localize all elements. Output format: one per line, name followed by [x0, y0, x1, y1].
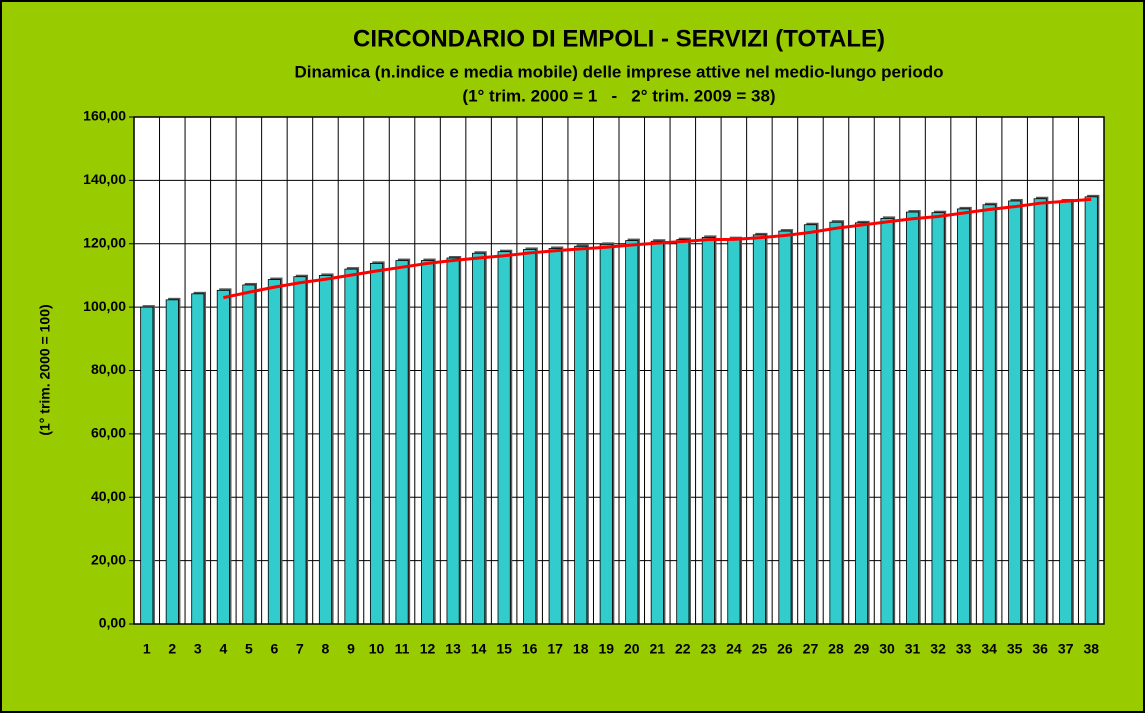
x-tick-label: 20	[624, 641, 640, 657]
bar	[1033, 198, 1047, 625]
x-tick-label: 33	[956, 641, 972, 657]
y-tick-label: 80,00	[91, 361, 126, 377]
x-tick-label: 7	[296, 641, 304, 657]
x-tick-label: 10	[369, 641, 385, 657]
x-tick-label: 19	[598, 641, 614, 657]
x-tick-label: 30	[879, 641, 895, 657]
x-tick-label: 26	[777, 641, 793, 657]
x-tick-label: 14	[471, 641, 487, 657]
bar	[548, 248, 562, 625]
bar	[1059, 200, 1073, 625]
chart-subtitle: Dinamica (n.indice e media mobile) delle…	[295, 62, 944, 81]
x-tick-label: 36	[1032, 641, 1048, 657]
x-tick-label: 23	[701, 641, 717, 657]
bar	[778, 230, 792, 625]
x-tick-label: 3	[194, 641, 202, 657]
x-tick-label: 18	[573, 641, 589, 657]
bar	[369, 262, 384, 625]
bar	[497, 251, 511, 625]
bar	[957, 208, 971, 625]
bar	[854, 222, 869, 625]
bar	[421, 260, 435, 625]
x-tick-label: 37	[1058, 641, 1074, 657]
bar	[344, 268, 358, 625]
bar	[293, 276, 307, 625]
y-tick-label: 20,00	[91, 551, 126, 567]
x-tick-label: 15	[496, 641, 512, 657]
x-tick-label: 9	[347, 641, 355, 657]
x-tick-label: 8	[322, 641, 330, 657]
x-tick-label: 6	[270, 641, 278, 657]
bar	[1084, 196, 1098, 625]
moving-average-line	[223, 197, 1092, 300]
bar	[472, 252, 486, 625]
x-tick-label: 17	[547, 641, 563, 657]
x-tick-label: 38	[1083, 641, 1099, 657]
bar	[242, 284, 256, 625]
x-tick-label: 5	[245, 641, 253, 657]
bar	[599, 243, 613, 625]
bar	[1008, 200, 1022, 625]
x-tick-label: 21	[650, 641, 666, 657]
x-tick-label: 13	[445, 641, 461, 657]
x-tick-label: 12	[420, 641, 436, 657]
bar	[906, 211, 920, 625]
x-tick-label: 11	[395, 641, 410, 657]
x-tick-label: 24	[726, 641, 742, 657]
x-tick-label: 34	[981, 641, 997, 657]
plot-border	[133, 116, 1105, 625]
x-tick-label: 4	[219, 641, 227, 657]
bar	[752, 234, 766, 625]
x-tick-label: 25	[752, 641, 768, 657]
bar	[650, 240, 664, 625]
x-tick-label: 1	[143, 641, 151, 657]
bar	[701, 237, 715, 625]
bar	[523, 249, 537, 625]
bar	[165, 299, 179, 625]
bar	[140, 306, 154, 625]
bar	[574, 245, 588, 625]
x-tick-label: 27	[803, 641, 819, 657]
y-tick-label: 160,00	[83, 108, 126, 124]
bar	[191, 293, 205, 625]
bar	[318, 275, 332, 625]
y-axis-label: (1° trim. 2000 = 100)	[37, 304, 53, 435]
x-tick-label: 16	[522, 641, 538, 657]
chart-title: CIRCONDARIO DI EMPOLI - SERVIZI (TOTALE)	[353, 25, 885, 52]
bar	[727, 238, 741, 625]
bar	[267, 279, 281, 625]
chart-subtitle: (1° trim. 2000 = 1 - 2° trim. 2009 = 38)	[462, 86, 775, 105]
x-tick-label: 22	[675, 641, 691, 657]
x-tick-label: 2	[168, 641, 176, 657]
bar	[803, 224, 817, 625]
x-tick-label: 29	[854, 641, 870, 657]
bar	[676, 239, 690, 625]
bar	[880, 217, 894, 625]
y-tick-label: 0,00	[99, 615, 126, 631]
y-tick-label: 120,00	[83, 234, 126, 250]
x-tick-label: 32	[930, 641, 946, 657]
bar	[931, 212, 945, 625]
y-tick-label: 40,00	[91, 488, 126, 504]
bar	[829, 221, 843, 625]
bar	[625, 240, 639, 625]
x-tick-label: 35	[1007, 641, 1023, 657]
bar	[395, 260, 409, 625]
bar	[446, 257, 460, 625]
bar	[216, 289, 230, 625]
bar	[982, 204, 996, 625]
x-tick-label: 28	[828, 641, 844, 657]
y-tick-label: 60,00	[91, 425, 126, 441]
x-tick-label: 31	[905, 641, 921, 657]
y-tick-label: 100,00	[83, 298, 126, 314]
y-tick-label: 140,00	[83, 171, 126, 187]
